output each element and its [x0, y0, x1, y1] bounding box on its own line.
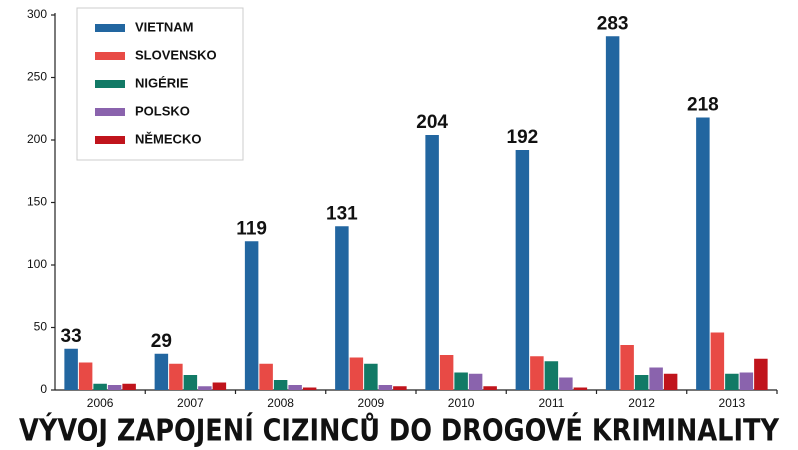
data-label: 29	[151, 331, 172, 352]
legend-swatch	[95, 108, 125, 116]
bar	[259, 363, 273, 390]
bar	[93, 383, 107, 390]
bar	[425, 135, 439, 390]
x-tick-label: 2013	[719, 396, 746, 410]
bar	[244, 241, 259, 390]
bar	[198, 386, 212, 390]
bar	[335, 226, 349, 390]
bar	[483, 386, 497, 390]
bar	[349, 357, 364, 390]
data-label: 204	[416, 112, 448, 133]
chart-title: VÝVOJ ZAPOJENÍ CIZINCŮ DO DROGOVÉ KRIMIN…	[19, 412, 779, 449]
bar	[573, 387, 588, 390]
bar	[302, 387, 317, 390]
bar	[122, 383, 136, 390]
legend-label: VIETNAM	[135, 19, 194, 34]
bar	[725, 373, 739, 390]
bar	[393, 386, 407, 390]
bar	[634, 375, 649, 390]
y-tick-label: 0	[40, 382, 47, 396]
bar	[515, 150, 530, 390]
bar	[663, 373, 678, 390]
bar	[154, 353, 169, 390]
x-tick-label: 2008	[267, 396, 294, 410]
bar	[559, 377, 573, 390]
bar	[364, 363, 378, 390]
bar	[710, 332, 725, 390]
bar	[696, 117, 710, 390]
bar	[273, 380, 288, 390]
x-tick-label: 2012	[628, 396, 655, 410]
bar	[530, 356, 544, 390]
bar	[544, 361, 559, 390]
bar	[107, 385, 122, 390]
data-label: 218	[687, 95, 719, 116]
bar	[605, 36, 620, 390]
data-label: 283	[597, 13, 629, 34]
bar	[183, 375, 198, 390]
bar	[468, 373, 483, 390]
legend-swatch	[95, 24, 125, 32]
bar	[288, 385, 302, 390]
bar	[169, 363, 183, 390]
y-tick-label: 150	[27, 195, 47, 209]
data-label: 119	[236, 218, 267, 239]
bar	[78, 362, 93, 390]
y-tick-label: 50	[34, 320, 48, 334]
legend-swatch	[95, 136, 125, 144]
bar	[378, 385, 393, 390]
legend-label: NIGÉRIE	[135, 75, 189, 90]
x-tick-label: 2010	[448, 396, 475, 410]
x-tick-label: 2011	[538, 396, 564, 410]
bar	[454, 372, 468, 390]
y-tick-label: 200	[27, 132, 47, 146]
bar	[754, 358, 768, 390]
bar	[620, 345, 634, 390]
x-tick-label: 2009	[358, 396, 385, 410]
legend-swatch	[95, 52, 125, 60]
y-tick-label: 250	[27, 70, 47, 84]
bar	[439, 355, 454, 390]
y-tick-label: 100	[27, 257, 47, 271]
bar	[739, 372, 754, 390]
data-label: 192	[507, 127, 539, 148]
data-label: 131	[326, 203, 358, 224]
x-tick-label: 2006	[87, 396, 114, 410]
x-tick-label: 2007	[177, 396, 204, 410]
legend-label: SLOVENSKO	[135, 47, 217, 62]
legend-label: NĚMECKO	[135, 131, 201, 146]
y-tick-label: 300	[27, 7, 47, 21]
bar	[64, 348, 78, 390]
data-label: 33	[61, 326, 82, 347]
bar	[212, 382, 227, 390]
legend-swatch	[95, 80, 125, 88]
bar	[649, 367, 663, 390]
legend-label: POLSKO	[135, 103, 190, 118]
